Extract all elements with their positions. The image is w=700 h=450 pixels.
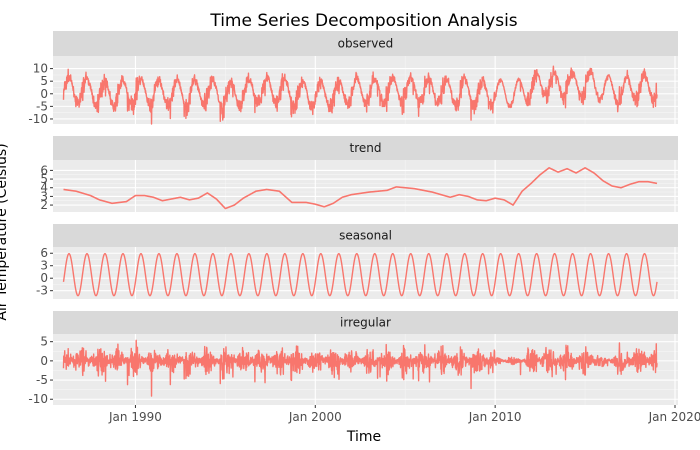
y-tick-label: 3 [40,189,48,203]
series-line-trend [62,167,658,210]
y-tick-label: 5 [40,172,48,186]
strip-seasonal [53,224,678,247]
y-tick-label: -10 [28,392,48,406]
strip-irregular [53,311,678,334]
y-tick-label: -10 [28,112,48,126]
strip-label-seasonal: seasonal [339,229,392,243]
strip-label-observed: observed [338,37,394,51]
panel-bg-trend [53,160,678,212]
panel-bg-irregular [53,334,678,405]
y-axis-title: Air Temperature (Celsius) [0,143,10,320]
y-tick-label: 3 [40,259,48,273]
panels-layer: observed-10-50510trend23456seasonal-3036… [28,31,678,406]
series-line-seasonal [62,252,658,297]
y-tick-label: -3 [36,284,48,298]
x-tick-label: Jan 1990 [108,410,162,424]
y-tick-label: -5 [36,99,48,113]
strip-label-trend: trend [350,141,382,155]
y-tick-label: 0 [40,354,48,368]
y-tick-label: 10 [33,62,48,76]
y-tick-label: 6 [40,163,48,177]
strip-observed [53,31,678,56]
series-line-observed [62,65,658,125]
y-tick-label: 6 [40,246,48,260]
y-tick-label: 2 [40,198,48,212]
x-axis: Jan 1990 Jan 2000 Jan 2010 Jan 2020 [108,405,700,424]
series-line-irregular [62,339,658,397]
strip-label-irregular: irregular [340,316,391,330]
y-tick-label: 4 [40,181,48,195]
y-tick-label: -5 [36,373,48,387]
y-tick-label: 0 [40,271,48,285]
strip-trend [53,136,678,160]
y-tick-label: 5 [40,74,48,88]
chart-title: Time Series Decomposition Analysis [209,11,517,31]
x-tick-label: Jan 2020 [648,410,700,424]
y-tick-label: 5 [40,335,48,349]
panel-irregular: irregular -10 -5 0 5 [28,311,678,406]
x-tick-label: Jan 2000 [288,410,342,424]
x-tick-label: Jan 2010 [468,410,522,424]
x-axis-title: Time [346,429,381,445]
y-tick-label: 0 [40,87,48,101]
